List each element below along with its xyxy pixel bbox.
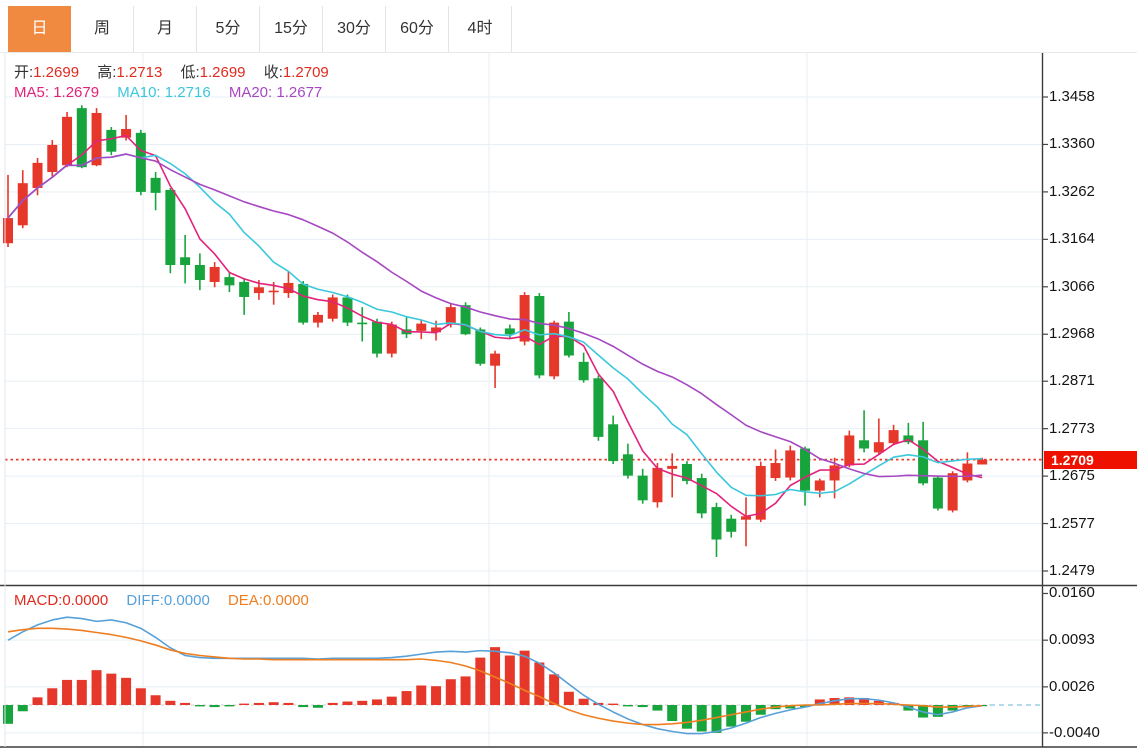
macd-label: MACD: xyxy=(14,592,63,609)
price-axis-label-9: 1.2577 xyxy=(1049,514,1095,532)
current-price-badge: 1.2709 xyxy=(1044,450,1137,469)
price-axis-label-1: 1.3360 xyxy=(1049,135,1095,153)
macd-axis-label-2: 0.0026 xyxy=(1049,677,1095,695)
tab-day[interactable]: 日 xyxy=(8,6,71,52)
dea-value: 0.0000 xyxy=(262,592,309,609)
tab-month[interactable]: 月 xyxy=(134,6,197,52)
macd-axis-label-1: 0.0093 xyxy=(1049,631,1095,649)
macd-legend: MACD:0.0000 DIFF:0.0000 DEA:0.0000 xyxy=(14,592,309,609)
price-axis-label-0: 1.3458 xyxy=(1049,88,1095,105)
diff-value: 0.0000 xyxy=(163,592,210,609)
tab-5min[interactable]: 5分 xyxy=(197,6,260,52)
price-axis-label-6: 1.2871 xyxy=(1049,372,1095,390)
ma5-value: 1.2679 xyxy=(53,84,100,101)
price-axis-label-10: 1.2479 xyxy=(1049,562,1095,579)
tabbar-underline xyxy=(0,52,1137,53)
tab-week[interactable]: 周 xyxy=(71,6,134,52)
macd-axis-label-0: 0.0160 xyxy=(1049,584,1095,602)
low-value: 1.2699 xyxy=(199,64,246,81)
diff-label: DIFF: xyxy=(126,592,164,609)
ma20-label: MA20: xyxy=(228,84,273,101)
ma20-value: 1.2677 xyxy=(276,84,323,101)
dea-label: DEA: xyxy=(227,592,263,609)
current-price-label: 1.2709 xyxy=(1051,451,1094,468)
price-axis-label-2: 1.3262 xyxy=(1049,182,1095,200)
price-axis-label-4: 1.3066 xyxy=(1049,277,1095,295)
ma10-value: 1.2716 xyxy=(164,84,211,101)
macd-value: 0.0000 xyxy=(62,592,109,609)
open-value: 1.2699 xyxy=(33,64,80,81)
tab-15min[interactable]: 15分 xyxy=(260,6,323,52)
tab-60min[interactable]: 60分 xyxy=(386,6,449,52)
high-value: 1.2713 xyxy=(116,64,163,81)
ma-legend: MA5: 1.2679 MA10: 1.2716 MA20: 1.2677 xyxy=(14,84,322,101)
macd-axis-label-3: -0.0040 xyxy=(1049,723,1100,741)
low-label: 低: xyxy=(180,64,200,81)
price-axis-label-7: 1.2773 xyxy=(1049,419,1095,437)
price-axis-label-5: 1.2968 xyxy=(1049,325,1095,343)
price-axis-label-8: 1.2675 xyxy=(1049,467,1095,485)
price-axis-label-3: 1.3164 xyxy=(1049,230,1095,248)
ma10-label: MA10: xyxy=(117,84,161,101)
tab-30min[interactable]: 30分 xyxy=(323,6,386,52)
close-value: 1.2709 xyxy=(282,64,329,81)
open-label: 开: xyxy=(14,64,34,81)
ohlc-legend: 开:1.2699 高:1.2713 低:1.2699 收:1.2709 xyxy=(14,61,329,82)
high-label: 高: xyxy=(97,64,117,81)
timeframe-tabbar: 日 周 月 5分 15分 30分 60分 4时 xyxy=(8,6,512,52)
tab-4hour[interactable]: 4时 xyxy=(449,6,512,52)
close-label: 收: xyxy=(263,64,283,81)
ma5-label: MA5: xyxy=(14,84,50,101)
